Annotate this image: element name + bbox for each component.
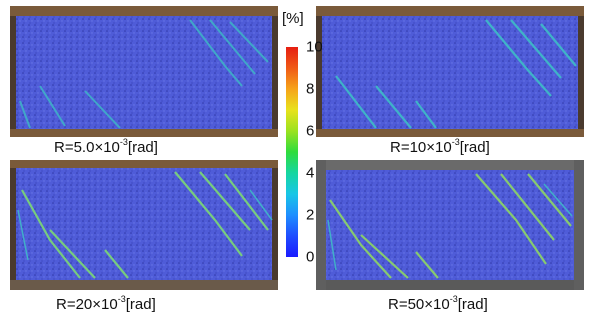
- colorbar-tick-2: 2: [306, 206, 315, 224]
- caption-4-exponent: -3: [449, 294, 458, 304]
- caption-2-unit: [rad]: [459, 139, 490, 156]
- caption-3-base: R=20×10: [56, 296, 118, 313]
- caption-4-unit: [rad]: [457, 296, 488, 313]
- colorbar-tick-4: 4: [306, 164, 315, 182]
- caption-2-base: R=10×10: [390, 139, 452, 156]
- strain-map-4: [316, 160, 584, 290]
- caption-3-unit: [rad]: [125, 296, 156, 313]
- caption-3-exponent: -3: [117, 294, 126, 304]
- caption-1-exponent: -3: [119, 137, 128, 147]
- colorbar-gradient: [286, 47, 298, 257]
- colorbar-unit: [%]: [282, 10, 304, 27]
- caption-panel-2: R=10×10-3[rad]: [390, 137, 490, 156]
- caption-4-base: R=50×10: [388, 296, 450, 313]
- colorbar-tick-10: 10: [306, 38, 323, 56]
- strain-map-3: [10, 160, 278, 290]
- caption-panel-4: R=50×10-3[rad]: [388, 294, 488, 313]
- strain-map-panel-3: [10, 160, 278, 290]
- strain-map-panel-4: [316, 160, 584, 290]
- strain-map-panel-1: [10, 6, 278, 137]
- caption-2-exponent: -3: [451, 137, 460, 147]
- caption-1-unit: [rad]: [127, 139, 158, 156]
- caption-panel-1: R=5.0×10-3[rad]: [54, 137, 158, 156]
- colorbar-tick-0: 0: [306, 248, 315, 266]
- strain-map-panel-2: [316, 6, 584, 137]
- colorbar-tick-8: 8: [306, 80, 315, 98]
- caption-panel-3: R=20×10-3[rad]: [56, 294, 156, 313]
- colorbar-tick-6: 6: [306, 122, 315, 140]
- strain-map-2: [316, 6, 584, 137]
- strain-map-1: [10, 6, 278, 137]
- caption-1-base: R=5.0×10: [54, 139, 120, 156]
